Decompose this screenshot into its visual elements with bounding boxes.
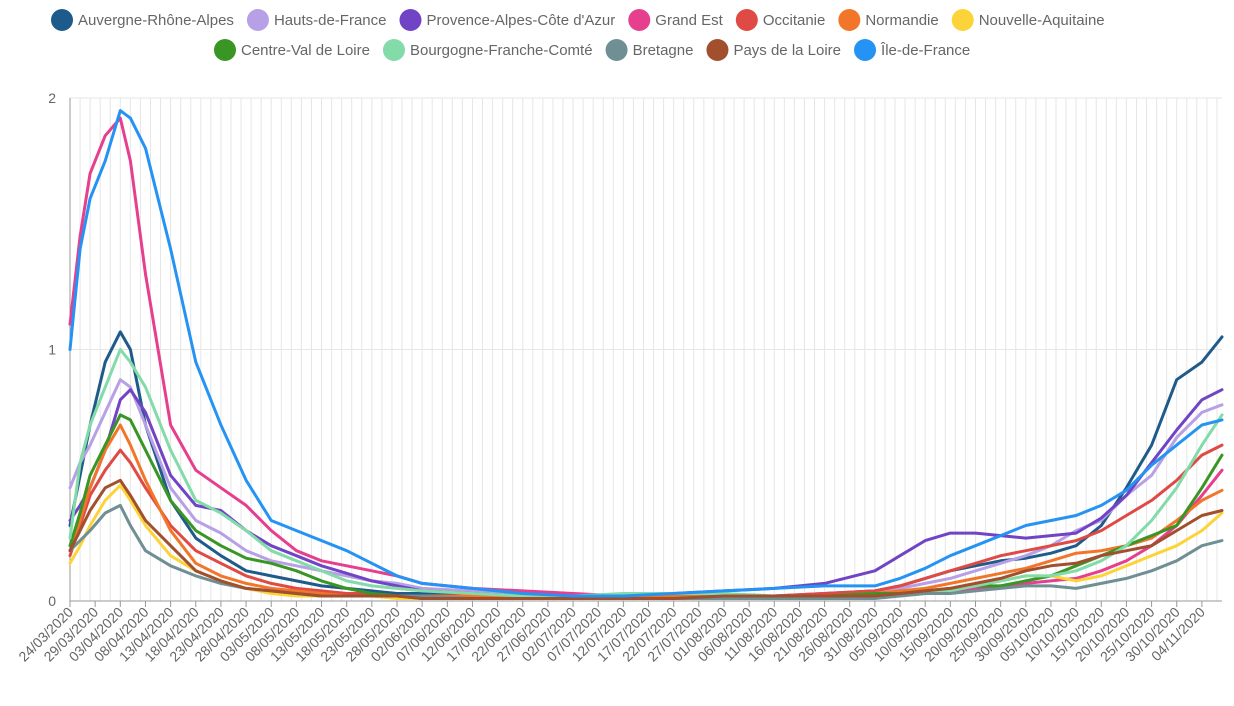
- series-line: [68, 116, 1224, 598]
- series-line: [68, 109, 1224, 598]
- series-group: [68, 109, 1224, 600]
- legend-marker: [246, 9, 269, 31]
- y-tick-label: 1: [48, 342, 56, 358]
- legend-marker: [735, 9, 758, 31]
- legend-label: Auvergne-Rhône-Alpes: [78, 12, 234, 29]
- legend-item[interactable]: Centre-Val de Loire: [214, 39, 370, 61]
- series-line: [68, 378, 1224, 598]
- y-tick-label: 0: [48, 593, 56, 609]
- legend-marker: [399, 9, 422, 31]
- legend-label: Bretagne: [633, 42, 694, 59]
- legend-label: Île-de-France: [880, 42, 970, 59]
- legend-label: Grand Est: [655, 12, 723, 29]
- legend-label: Centre-Val de Loire: [241, 42, 370, 59]
- legend-marker: [838, 9, 861, 31]
- legend-item[interactable]: Pays de la Loire: [706, 39, 841, 61]
- legend-label: Provence-Alpes-Côte d'Azur: [426, 12, 615, 29]
- legend-marker: [214, 39, 236, 61]
- legend-marker: [854, 39, 877, 61]
- legend-item[interactable]: Grand Est: [628, 9, 724, 31]
- legend-item[interactable]: Auvergne-Rhône-Alpes: [51, 9, 234, 31]
- legend-item[interactable]: Bourgogne-Franche-Comté: [382, 39, 593, 61]
- legend-label: Occitanie: [763, 12, 826, 29]
- y-axis-ticks: 0 1 2: [48, 90, 56, 609]
- legend-item[interactable]: Bretagne: [605, 39, 694, 61]
- legend-label: Pays de la Loire: [733, 42, 841, 59]
- legend: Auvergne-Rhône-Alpes Hauts-de-France Prove…: [51, 9, 1105, 61]
- legend-item[interactable]: Normandie: [838, 9, 939, 31]
- x-axis-ticks: 24/03/202029/03/202003/04/202008/04/2020…: [15, 601, 1208, 665]
- grid: [69, 97, 1222, 602]
- y-tick-label: 2: [48, 90, 56, 106]
- series-line: [68, 478, 1224, 600]
- legend-marker: [706, 39, 729, 61]
- legend-item[interactable]: Hauts-de-France: [246, 9, 387, 31]
- legend-marker: [951, 9, 974, 31]
- legend-marker: [51, 9, 73, 31]
- legend-label: Normandie: [865, 12, 938, 29]
- legend-item[interactable]: Occitanie: [735, 9, 826, 31]
- legend-marker: [382, 39, 405, 61]
- legend-label: Hauts-de-France: [274, 12, 387, 29]
- legend-marker: [605, 39, 628, 61]
- legend-item[interactable]: Provence-Alpes-Côte d'Azur: [399, 9, 615, 31]
- legend-item[interactable]: Île-de-France: [854, 39, 970, 61]
- series-line: [68, 413, 1224, 600]
- legend-item[interactable]: Nouvelle-Aquitaine: [951, 9, 1105, 31]
- legend-label: Nouvelle-Aquitaine: [979, 12, 1105, 29]
- legend-marker: [628, 9, 651, 31]
- legend-label: Bourgogne-Franche-Comté: [410, 42, 593, 59]
